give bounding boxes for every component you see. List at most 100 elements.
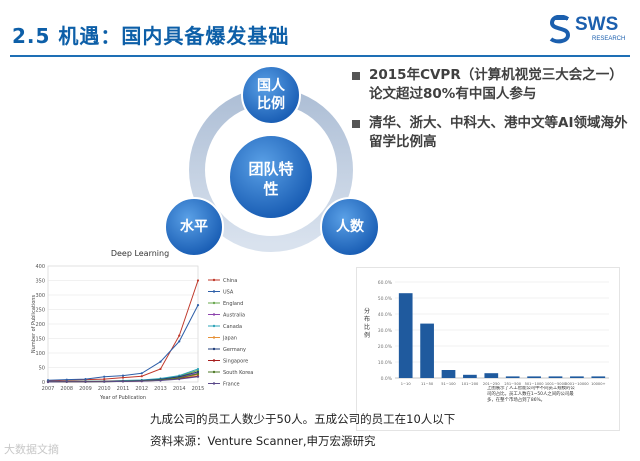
y-tick-label: 0	[42, 380, 45, 386]
data-point	[196, 372, 200, 375]
bullet-square-icon	[352, 120, 360, 128]
data-point	[84, 378, 87, 381]
logo-text: SWS	[575, 14, 619, 35]
data-point	[65, 378, 68, 381]
data-point	[121, 380, 125, 383]
data-point	[65, 380, 68, 383]
legend-marker	[212, 290, 216, 293]
bar-11~50	[420, 323, 434, 378]
legend-label: France	[223, 382, 240, 388]
bullet-text: 清华、浙大、中科大、港中文等AI领域海外留学比例高	[369, 115, 628, 150]
bar-5001~10000	[570, 376, 584, 378]
x-tick-label: 5001~10000	[565, 382, 589, 386]
center-circle	[228, 134, 314, 220]
legend-label: Singapore	[223, 359, 248, 365]
y-tick-label: 0.0%	[381, 376, 393, 382]
y-tick-label: 10.0%	[378, 360, 393, 366]
y-tick-label: 200	[35, 322, 45, 328]
y-tick-label: 20.0%	[378, 344, 393, 350]
y-axis-label-char: 布	[364, 315, 370, 323]
team-cycle-diagram	[164, 65, 380, 257]
x-tick-label: 2014	[173, 386, 186, 392]
bar-101~200	[463, 374, 477, 378]
legend-marker	[212, 278, 216, 282]
y-axis-label-char: 比	[364, 323, 370, 331]
data-point	[196, 375, 200, 378]
y-tick-label: 30.0%	[378, 328, 393, 334]
x-tick-label: 2012	[135, 386, 148, 392]
bullet-item: 2015年CVPR（计算机视觉三大会之一）论文超过80%有中国人参与	[352, 66, 632, 104]
data-point	[159, 379, 162, 382]
legend-marker	[212, 359, 216, 362]
data-point	[103, 378, 106, 381]
bar-1001~5000	[548, 376, 563, 378]
chart-caption: 九成公司的员工人数少于50人。五成公司的员工在10人以下	[150, 412, 456, 426]
series-line-china	[47, 280, 199, 382]
page-title: 2.5 机遇：国内具备爆发基础	[12, 24, 290, 48]
x-tick-label: 101~200	[462, 382, 479, 386]
bar-501~1000	[527, 376, 541, 378]
x-tick-label: 1001~5000	[545, 382, 567, 386]
legend-label: Australia	[223, 313, 245, 319]
center-label: 团队特 性	[248, 160, 294, 198]
bullet-square-icon	[352, 72, 360, 80]
bullet-item: 清华、浙大、中科大、港中文等AI领域海外留学比例高	[352, 114, 632, 152]
bar-1~10	[398, 293, 413, 378]
y-tick-label: 150	[35, 337, 45, 343]
bar-51~100	[441, 370, 456, 378]
x-tick-label: 201~250	[483, 382, 500, 386]
x-tick-label: 2010	[98, 386, 111, 392]
deep-learning-line-chart: Deep Learning 0 50 100 150 200 250 300 350 400 200…	[31, 249, 253, 401]
data-point	[121, 376, 125, 379]
x-tick-label: 51~100	[441, 382, 456, 386]
bar-10000+	[591, 376, 606, 378]
node-label-count: 人数	[336, 219, 364, 235]
data-point	[140, 375, 143, 378]
watermark-text: 大数据文摘	[4, 443, 59, 456]
y-tick-label: 50	[39, 366, 45, 372]
y-axis-label-char: 例	[364, 331, 370, 339]
y-tick-label: 60.0%	[378, 280, 393, 286]
legend-label: Japan	[222, 336, 237, 342]
legend-label: USA	[223, 290, 234, 296]
x-tick-label: 2013	[154, 386, 167, 392]
bullet-text: 2015年CVPR（计算机视觉三大会之一）论文超过80%有中国人参与	[369, 67, 623, 102]
legend-marker	[212, 324, 216, 328]
bar-201~250	[484, 373, 499, 378]
data-point	[140, 380, 143, 383]
y-axis-label: Number of Publications	[31, 295, 37, 354]
employee-size-bar-chart-panel: 0.0% 10.0% 20.0% 30.0% 40.0% 50.0% 60.0% 分布比例 1~…	[356, 267, 620, 431]
x-tick-label: 2011	[117, 386, 130, 392]
y-tick-label: 250	[35, 308, 45, 314]
y-tick-label: 100	[35, 351, 45, 357]
node-label-level: 水平	[180, 219, 208, 235]
y-tick-label: 350	[35, 279, 45, 285]
legend-marker	[212, 313, 216, 316]
node-circle-count	[320, 197, 380, 257]
y-tick-label: 50.0%	[378, 296, 393, 302]
data-point	[196, 367, 200, 371]
chart-annotation: 上图展示了人工智能公司中不同员工规模的公司的占比。员工人数在1~50人之间的公司…	[487, 386, 575, 403]
bullet-list: 2015年CVPR（计算机视觉三大会之一）论文超过80%有中国人参与 清华、浙大…	[352, 66, 632, 162]
data-point	[196, 279, 200, 282]
logo-subtext: RESEARCH	[592, 36, 626, 42]
data-point	[178, 378, 181, 381]
chart-title: Deep Learning	[111, 249, 169, 258]
bar-251~500	[505, 376, 520, 378]
legend-marker	[212, 382, 216, 385]
chart-annotation-box: 上图展示了人工智能公司中不同员工规模的公司的占比。员工人数在1~50人之间的公司…	[487, 386, 575, 403]
legend-label: Germany	[223, 347, 246, 353]
data-point	[196, 370, 200, 373]
x-tick-label: 1~10	[401, 382, 412, 386]
x-tick-label: 11~50	[421, 382, 434, 386]
legend-label: South Korea	[223, 370, 253, 376]
x-tick-label: 2008	[60, 386, 73, 392]
data-point	[159, 360, 162, 363]
x-tick-label: 2015	[192, 386, 205, 392]
y-tick-label: 300	[35, 293, 45, 299]
legend-marker	[212, 370, 216, 374]
x-tick-label: 251~500	[504, 382, 521, 386]
sws-logo-icon	[548, 14, 572, 49]
legend-label: China	[223, 278, 237, 284]
